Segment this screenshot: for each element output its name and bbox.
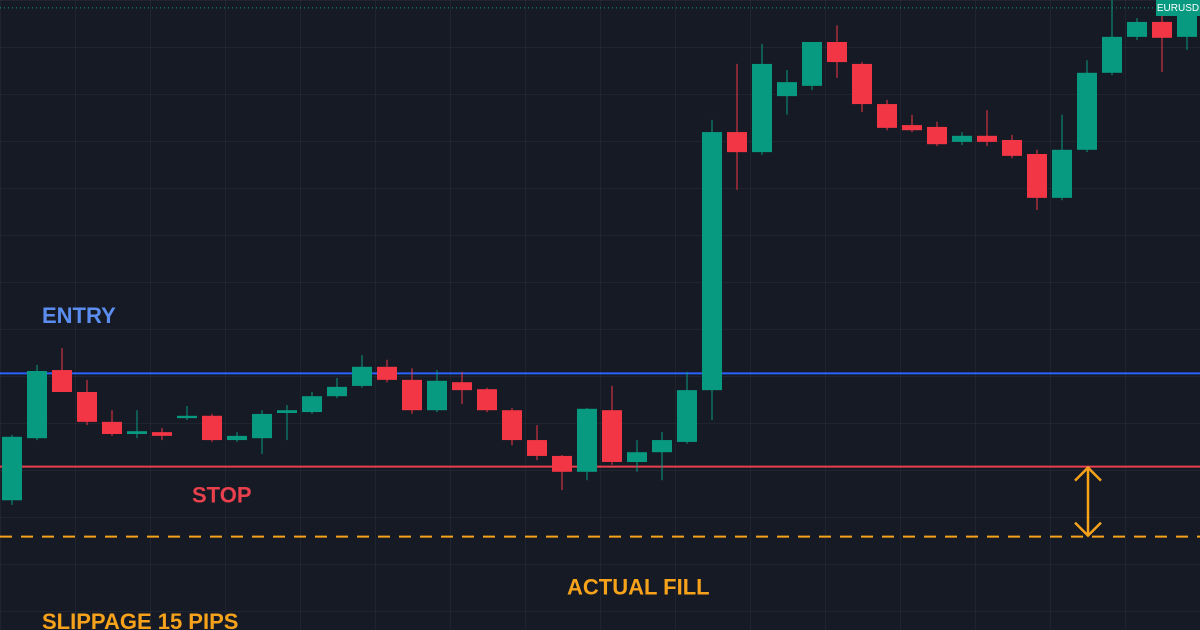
candle-body bbox=[127, 431, 147, 434]
candle-body bbox=[1127, 21, 1147, 37]
arrow-head bbox=[1074, 521, 1102, 538]
candle-body bbox=[1052, 149, 1072, 198]
candle-body bbox=[452, 382, 472, 391]
candle-body bbox=[1002, 140, 1022, 156]
candle-body bbox=[727, 132, 747, 153]
candle-body bbox=[252, 413, 272, 439]
candle-body bbox=[1102, 36, 1122, 73]
candle-body bbox=[227, 435, 247, 441]
candle-body bbox=[552, 455, 572, 472]
symbol-tag-bg bbox=[1156, 0, 1200, 16]
candle-body bbox=[652, 440, 672, 453]
level-label: ACTUAL FILL bbox=[567, 574, 710, 599]
candle-body bbox=[777, 82, 797, 97]
candle-body bbox=[602, 410, 622, 462]
candle-body bbox=[802, 42, 822, 86]
candle-body bbox=[827, 42, 847, 63]
candle-body bbox=[677, 390, 697, 442]
candle-body bbox=[402, 379, 422, 411]
candle-body bbox=[52, 370, 72, 392]
candle-body bbox=[77, 392, 97, 422]
candle-body bbox=[977, 135, 997, 142]
candle-body bbox=[502, 410, 522, 441]
candle-body bbox=[1027, 154, 1047, 198]
candle-body bbox=[877, 104, 897, 128]
arrow-head bbox=[1074, 465, 1102, 482]
candle-body bbox=[1077, 72, 1097, 150]
slippage-label: SLIPPAGE 15 PIPS bbox=[42, 609, 238, 630]
candle-body bbox=[477, 389, 497, 411]
candle-body bbox=[627, 452, 647, 462]
candle-body bbox=[302, 396, 322, 413]
candle-body bbox=[1177, 9, 1197, 37]
candle-body bbox=[852, 63, 872, 105]
candle-body bbox=[377, 366, 397, 380]
level-label: STOP bbox=[192, 482, 252, 507]
candle-body bbox=[702, 132, 722, 391]
candle-body bbox=[27, 371, 47, 439]
candle-body bbox=[752, 63, 772, 153]
candle-body bbox=[152, 432, 172, 436]
candle-body bbox=[102, 421, 122, 434]
candle-body bbox=[1152, 21, 1172, 38]
candle-body bbox=[427, 380, 447, 411]
level-label: ENTRY bbox=[42, 303, 116, 328]
candle-body bbox=[177, 415, 197, 419]
candle-body bbox=[902, 125, 922, 131]
candle-body bbox=[527, 440, 547, 456]
symbol-tag: EURUSD bbox=[1157, 3, 1199, 14]
candle-body bbox=[577, 408, 597, 472]
candle-body bbox=[352, 366, 372, 386]
candle-body bbox=[927, 126, 947, 145]
candle-body bbox=[952, 135, 972, 142]
candle-body bbox=[277, 410, 297, 413]
candle-body bbox=[202, 415, 222, 441]
candle-body bbox=[2, 436, 22, 501]
candle-body bbox=[327, 386, 347, 397]
